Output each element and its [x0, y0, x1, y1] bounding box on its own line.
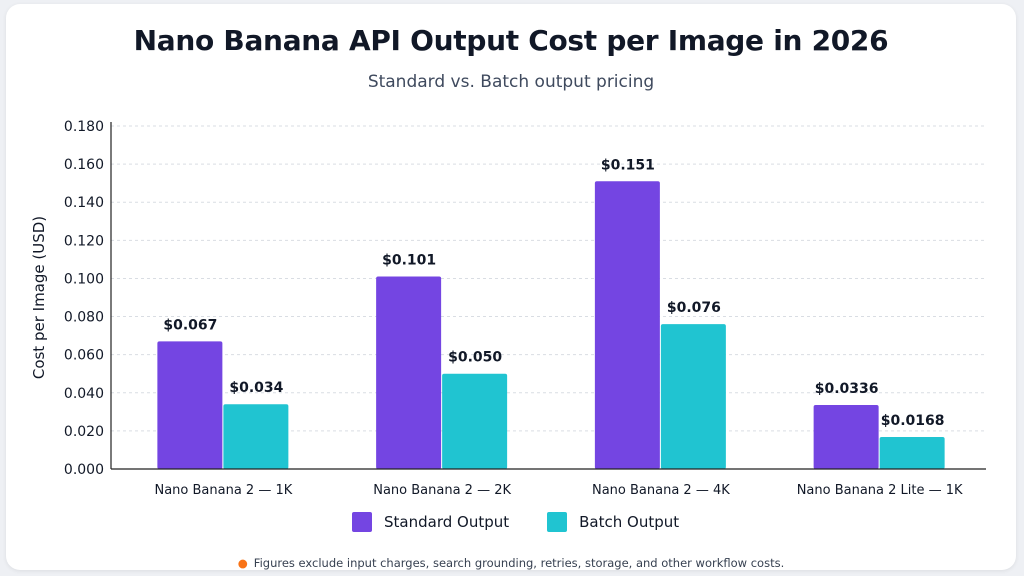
bar-chart: 0.000 0.020 0.040 0.060 0.080 0.100 0.120 0.140…	[30, 119, 986, 498]
bar-value-label: $0.076	[667, 300, 721, 316]
y-tick-label: 0.140	[64, 195, 104, 211]
bar-value-label: $0.0168	[881, 413, 945, 429]
bar-value-label: $0.151	[601, 157, 655, 173]
y-tick-label: 0.120	[64, 233, 104, 249]
legend-label-standard: Standard Output	[384, 513, 510, 531]
legend-label-batch: Batch Output	[579, 513, 680, 531]
footnote-text: Figures exclude input charges, search gr…	[253, 556, 785, 570]
y-tick-label: 0.100	[64, 271, 104, 287]
bar-value-label: $0.101	[382, 253, 436, 269]
x-tick-label: Nano Banana 2 — 2K	[373, 483, 511, 498]
x-tick-label: Nano Banana 2 — 1K	[154, 483, 292, 498]
y-tick-label: 0.060	[64, 348, 104, 364]
y-tick-label: 0.160	[64, 157, 104, 173]
bar-value-label: $0.067	[163, 317, 217, 333]
bullet-dot-icon: ●	[237, 556, 248, 570]
bar-standard	[594, 181, 660, 469]
y-tick-labels: 0.000 0.020 0.040 0.060 0.080 0.100 0.120 0.140…	[64, 119, 104, 478]
bar-standard	[157, 341, 223, 469]
y-tick-label: 0.040	[64, 386, 104, 402]
bar-standard	[376, 276, 442, 469]
x-tick-label: Nano Banana 2 — 4K	[592, 483, 730, 498]
x-tick-labels: Nano Banana 2 — 1K Nano Banana 2 — 2K Nano…	[154, 483, 963, 498]
y-tick-label: 0.020	[64, 424, 104, 440]
bar-batch	[442, 373, 508, 469]
legend-swatch-standard	[352, 512, 372, 532]
legend-item-standard: Standard Output	[352, 512, 509, 532]
y-axis-label: Cost per Image (USD)	[30, 216, 48, 379]
bar-batch	[223, 404, 289, 469]
chart-subtitle: Standard vs. Batch output pricing	[367, 72, 655, 92]
legend-swatch-batch	[547, 512, 568, 532]
bars	[157, 181, 945, 469]
x-tick-label: Nano Banana 2 Lite — 1K	[797, 483, 963, 498]
bar-value-labels: $0.067 $0.034 $0.101 $0.050 $0.151 $0.076 $0.0…	[163, 157, 944, 429]
chart-title: Nano Banana API Output Cost per Image in…	[133, 24, 889, 57]
legend: Standard Output Batch Output	[352, 512, 717, 532]
y-tick-label: 0.180	[64, 119, 104, 135]
chart-card: Nano Banana API Output Cost per Image in…	[6, 4, 1016, 570]
bar-batch	[879, 436, 945, 469]
y-tick-label: 0.000	[64, 462, 104, 478]
footnote: ● Figures exclude input charges, search g…	[6, 556, 1016, 570]
y-tick-label: 0.080	[64, 310, 104, 326]
bar-batch	[660, 324, 726, 469]
bar-standard	[813, 404, 879, 469]
legend-item-batch: Batch Output	[547, 512, 679, 532]
bar-value-label: $0.034	[229, 380, 283, 396]
bar-value-label: $0.050	[448, 350, 502, 366]
bar-value-label: $0.0336	[815, 381, 879, 397]
